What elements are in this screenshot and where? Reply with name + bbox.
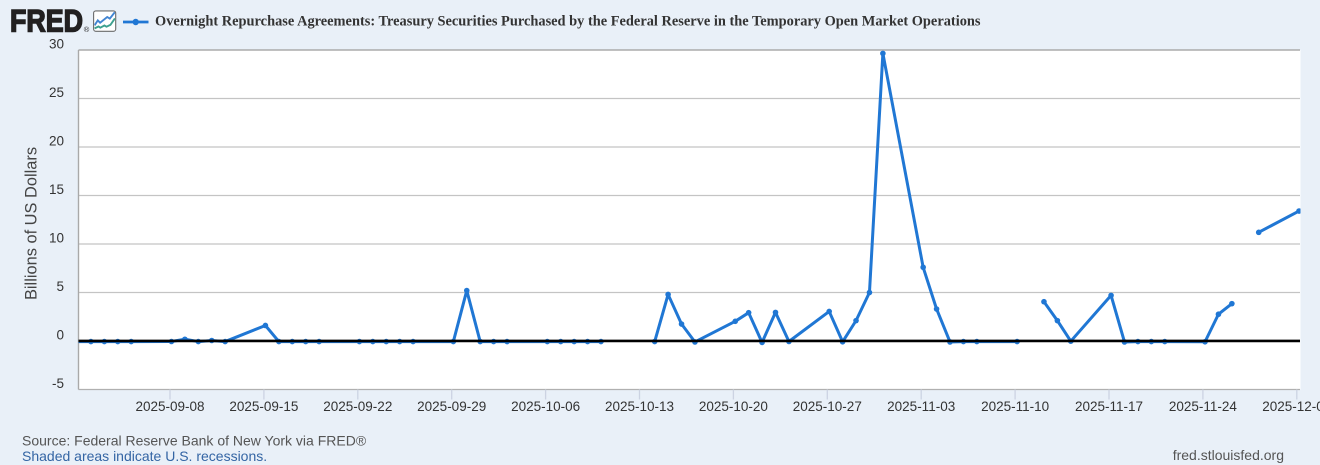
svg-text:Billions of US Dollars: Billions of US Dollars: [23, 147, 41, 300]
svg-text:2025-10-06: 2025-10-06: [511, 399, 580, 414]
svg-text:0: 0: [56, 327, 64, 342]
svg-text:Source: Federal Reserve Bank o: Source: Federal Reserve Bank of New York…: [22, 432, 367, 448]
svg-text:30: 30: [49, 36, 64, 51]
svg-text:®: ®: [84, 25, 90, 34]
svg-text:2025-10-27: 2025-10-27: [793, 399, 862, 414]
svg-text:2025-11-24: 2025-11-24: [1169, 399, 1238, 414]
svg-text:10: 10: [49, 230, 64, 245]
svg-text:Shaded areas indicate U.S. rec: Shaded areas indicate U.S. recessions.: [22, 448, 267, 464]
svg-text:2025-10-13: 2025-10-13: [605, 399, 674, 414]
svg-text:2025-10-20: 2025-10-20: [699, 399, 768, 414]
svg-text:5: 5: [56, 279, 64, 294]
svg-text:fred.stlouisfed.org: fred.stlouisfed.org: [1173, 447, 1284, 463]
svg-text:-5: -5: [52, 376, 64, 391]
svg-text:25: 25: [49, 85, 64, 100]
svg-text:2025-11-03: 2025-11-03: [887, 399, 955, 414]
svg-text:2025-11-10: 2025-11-10: [981, 399, 1049, 414]
svg-text:2025-09-08: 2025-09-08: [135, 399, 204, 414]
svg-text:15: 15: [49, 182, 64, 197]
svg-text:FRED: FRED: [10, 3, 83, 39]
svg-text:20: 20: [49, 133, 64, 148]
svg-text:2025-09-15: 2025-09-15: [229, 399, 298, 414]
svg-text:2025-12-01: 2025-12-01: [1262, 399, 1320, 414]
svg-text:2025-09-29: 2025-09-29: [417, 399, 486, 414]
svg-text:Overnight Repurchase Agreement: Overnight Repurchase Agreements: Treasur…: [155, 13, 981, 29]
svg-text:2025-09-22: 2025-09-22: [323, 399, 392, 414]
svg-text:2025-11-17: 2025-11-17: [1075, 399, 1143, 414]
